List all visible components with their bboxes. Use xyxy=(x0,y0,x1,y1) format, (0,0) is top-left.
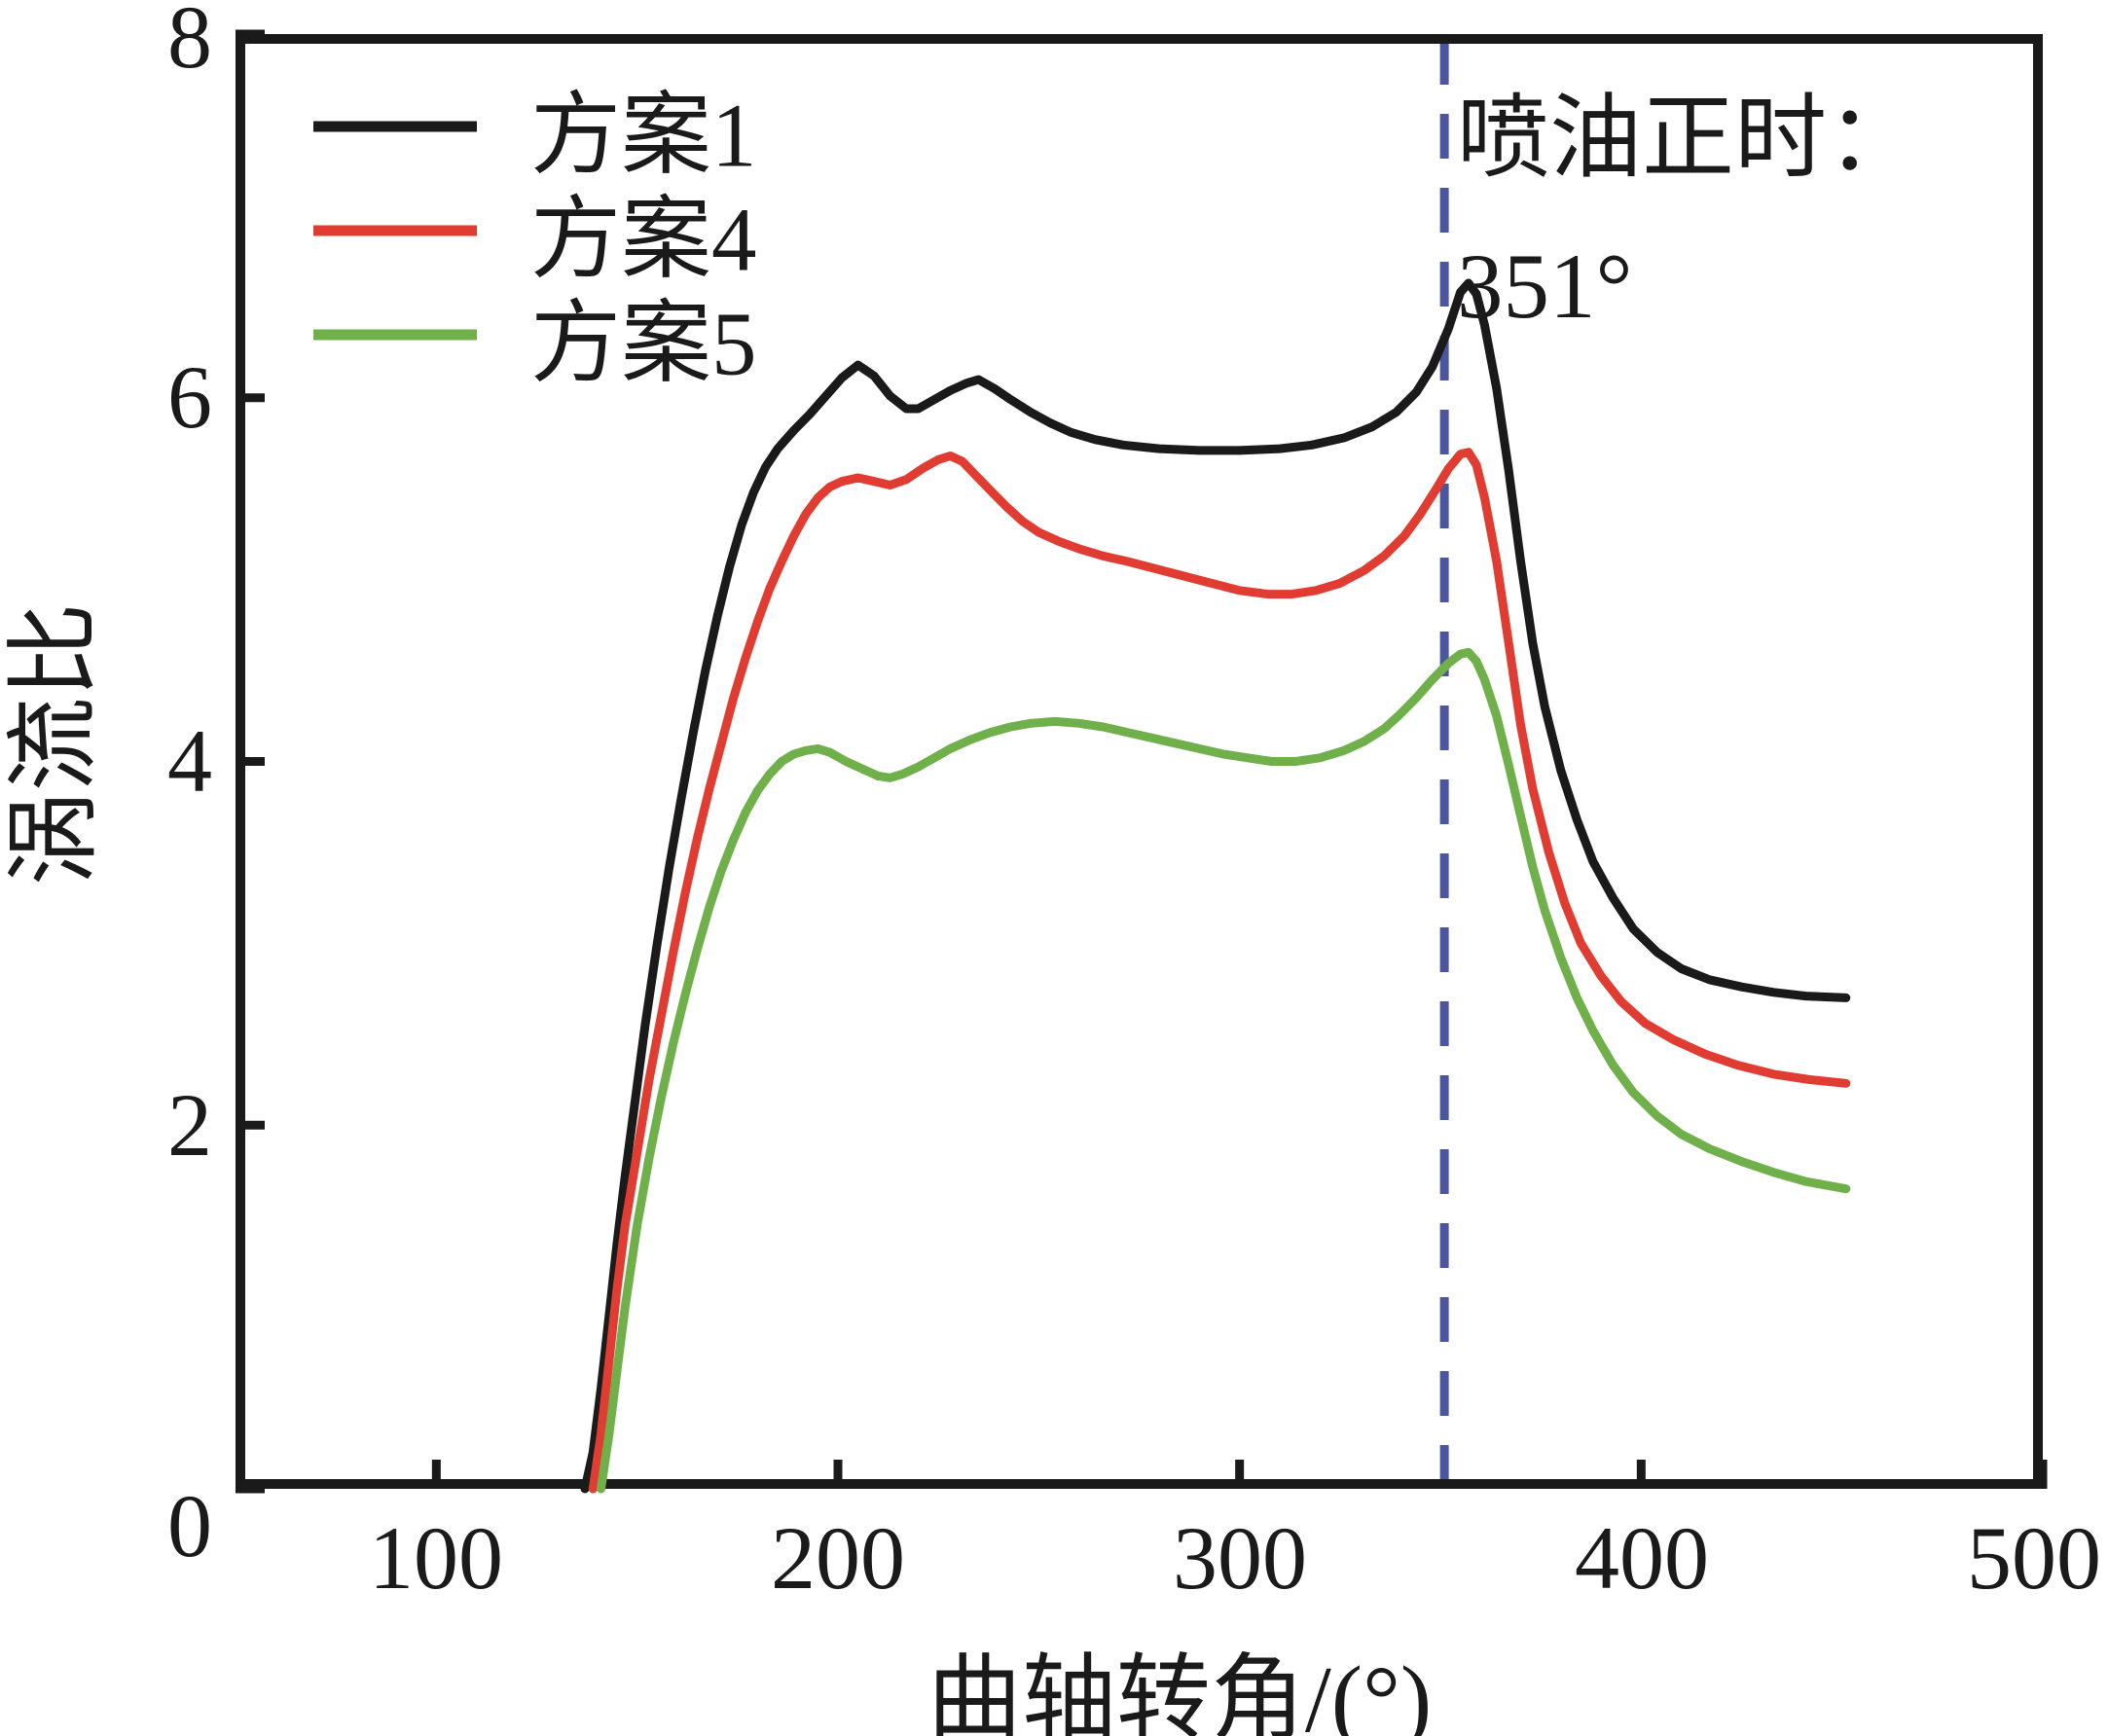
legend-label-series-1: 方案1 xyxy=(530,86,757,187)
y-tick-label-2: 2 xyxy=(167,1075,212,1175)
x-axis-title: 曲轴转角/(°) xyxy=(927,1647,1433,1736)
injection-timing-annotation-line2: 351° xyxy=(1457,235,1633,338)
injection-timing-annotation-line1: 喷油正时： xyxy=(1457,87,1920,190)
y-tick-label-6: 6 xyxy=(167,347,212,447)
plot-border xyxy=(236,34,2043,1489)
x-tick-label-400: 400 xyxy=(1575,1508,1709,1608)
series-line-2 xyxy=(588,448,1851,1494)
y-tick-label-4: 4 xyxy=(167,711,212,811)
y-axis-title: 涡流比 xyxy=(2,602,107,886)
legend-label-series-5: 方案5 xyxy=(530,294,757,395)
y-tick-label-8: 8 xyxy=(167,0,212,87)
x-tick-label-100: 100 xyxy=(369,1508,503,1608)
x-tick-label-200: 200 xyxy=(771,1508,905,1608)
y-tick-label-0: 0 xyxy=(167,1476,212,1575)
injection-timing-annotation: 喷油正时： 351° xyxy=(1457,64,1919,360)
series-line-3 xyxy=(597,647,1851,1494)
legend-label-series-4: 方案4 xyxy=(530,190,757,291)
series-line-1 xyxy=(580,278,1851,1494)
x-tick-label-500: 500 xyxy=(1967,1508,2101,1608)
x-tick-label-300: 300 xyxy=(1173,1508,1307,1608)
